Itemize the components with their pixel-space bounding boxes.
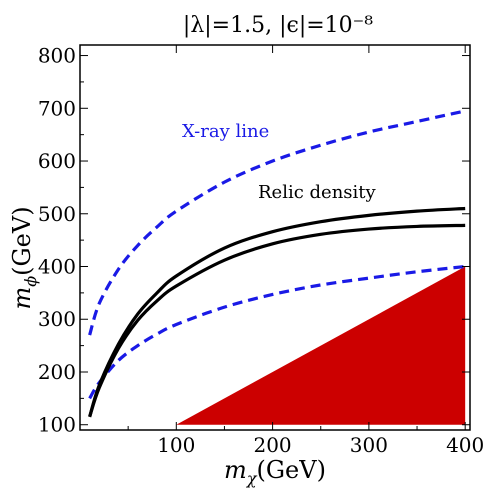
xray-line-curve-0	[88, 109, 466, 336]
relic-density-curve-3	[88, 223, 466, 418]
relic-density-curve-2	[88, 206, 466, 418]
x-tick-label: 200	[253, 433, 291, 457]
y-tick-label: 100	[38, 413, 76, 437]
plot-layer	[88, 109, 466, 425]
y-tick-label: 700	[38, 96, 76, 120]
y-tick-label: 200	[38, 360, 76, 384]
y-tick-label: 500	[38, 202, 76, 226]
x-tick-label: 100	[157, 433, 195, 457]
annotation-relic-density: Relic density	[258, 182, 377, 203]
tick-layer: 100 200 300 400 100 200 300 400 500 600 700 800	[38, 44, 484, 457]
x-axis-title: mχ(GeV)	[224, 456, 326, 488]
y-tick-label: 800	[38, 44, 76, 68]
y-tick-label: 600	[38, 149, 76, 173]
plot-frame	[79, 44, 471, 431]
y-tick-label: 300	[38, 307, 76, 331]
x-tick-label: 300	[350, 433, 388, 457]
x-tick-label: 400	[446, 433, 484, 457]
annotation-xray-line: X-ray line	[182, 121, 269, 142]
chart-title: |λ|=1.5, |ϵ|=10⁻⁸	[183, 13, 373, 38]
excluded-region-0	[176, 266, 466, 425]
y-tick-label: 400	[38, 255, 76, 279]
y-axis-title: mϕ(GeV)	[8, 206, 40, 309]
